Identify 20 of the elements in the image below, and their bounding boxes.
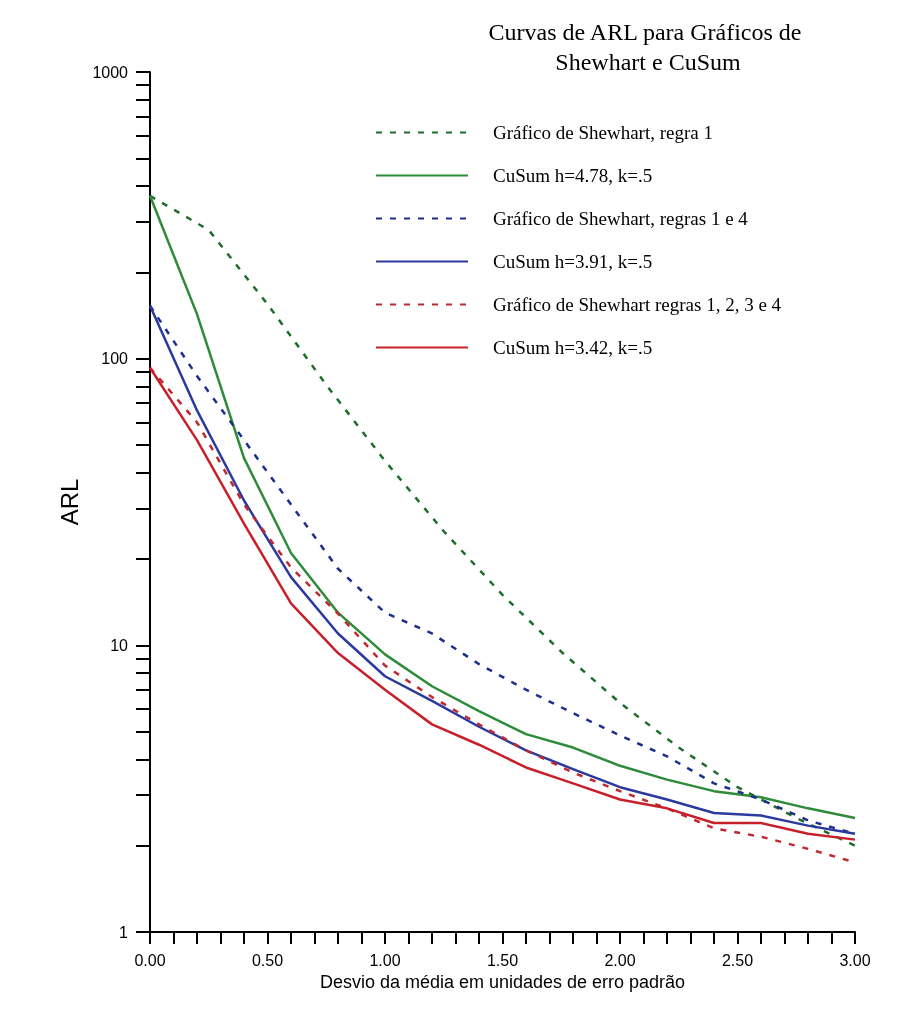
x-tick-label: 0.50 xyxy=(251,951,284,969)
legend-label: CuSum h=3.42, k=.5 xyxy=(493,337,653,358)
x-tick-label: 3.00 xyxy=(839,951,871,969)
legend-label: CuSum h=3.91, k=.5 xyxy=(493,251,653,272)
x-tick-label: 2.50 xyxy=(721,951,754,969)
legend-label: Gráfico de Shewhart regras 1, 2, 3 e 4 xyxy=(493,294,782,315)
x-tick-label: 1.00 xyxy=(369,951,401,969)
x-tick-label: 2.00 xyxy=(604,951,636,969)
chart-title: Curvas de ARL para Gráficos de Shewhart e CuSum xyxy=(488,19,802,75)
y-tick-label: 10 xyxy=(110,636,129,654)
y-tick-label: 100 xyxy=(101,350,129,368)
y-tick-label: 1000 xyxy=(92,63,129,81)
legend-label: Gráfico de Shewhart, regras 1 e 4 xyxy=(493,208,749,229)
x-axis-title: Desvio da média em unidades de erro padrão xyxy=(319,971,686,992)
legend-label: CuSum h=4.78, k=.5 xyxy=(493,165,653,186)
legend-label: Gráfico de Shewhart, regra 1 xyxy=(493,122,713,143)
y-tick-label: 1 xyxy=(119,923,129,941)
y-axis-title: ARL xyxy=(56,478,84,526)
x-tick-label: 0.00 xyxy=(134,951,166,969)
x-tick-label: 1.50 xyxy=(486,951,519,969)
